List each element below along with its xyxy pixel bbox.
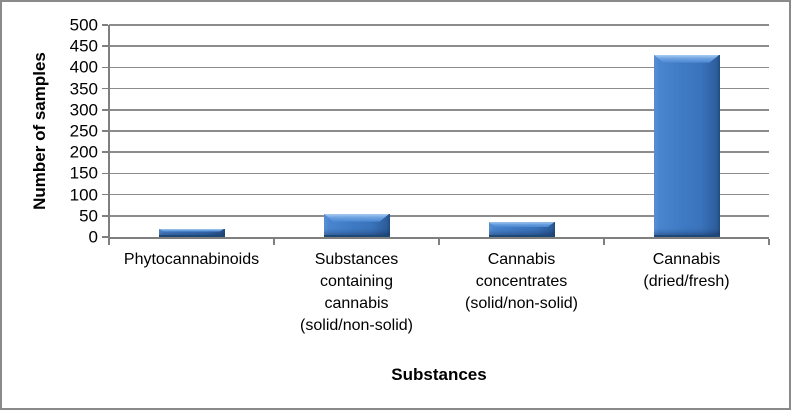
bar-2 — [323, 213, 390, 237]
gridline — [109, 45, 769, 47]
gridline — [109, 24, 769, 26]
y-axis-tick — [102, 151, 108, 153]
category-label-line: Cannabis — [652, 251, 721, 268]
category-label-line: (solid/non-solid) — [465, 295, 578, 312]
y-axis-tick — [102, 24, 108, 26]
gridline — [109, 66, 769, 69]
category-label-line: (dried/fresh) — [643, 273, 730, 290]
bar-top-bevel — [489, 222, 555, 227]
y-axis-tick — [102, 215, 108, 217]
category-label: Phytocannabinoids — [102, 249, 282, 271]
category-label: Cannabis (dried/fresh) — [597, 249, 777, 293]
category-label-line: concentrates — [475, 273, 568, 290]
gridline — [109, 172, 769, 175]
gridline — [109, 215, 769, 217]
y-tick-label: 100 — [69, 185, 98, 205]
y-axis-tick — [102, 236, 108, 238]
gridline — [109, 109, 769, 111]
category-label: Cannabis concentrates (solid/non-solid) — [432, 249, 612, 315]
category-label-line: containing — [320, 273, 393, 290]
y-axis-tick — [102, 172, 108, 175]
y-axis-tick — [102, 66, 108, 69]
y-axis-tick — [102, 87, 108, 90]
bar-1 — [158, 228, 225, 237]
y-axis-tick — [102, 45, 108, 47]
y-axis-tick — [102, 130, 108, 132]
y-tick-label: 250 — [69, 121, 98, 141]
y-tick-label: 150 — [69, 163, 98, 183]
x-axis-tick — [768, 239, 770, 245]
x-axis-title: Substances — [391, 365, 487, 384]
x-axis-tick — [438, 239, 440, 245]
category-label-line: Cannabis — [487, 251, 556, 268]
category-label: Substances containing cannabis (solid/non-s… — [267, 249, 447, 337]
y-axis-tick — [102, 109, 108, 111]
x-axis-line — [109, 237, 769, 239]
bar-4 — [653, 54, 720, 237]
gridline — [109, 151, 769, 153]
category-label-line: cannabis — [324, 295, 389, 312]
category-label-line: Phytocannabinoids — [123, 251, 260, 268]
x-axis-tick — [603, 239, 605, 245]
bar-3 — [488, 222, 555, 237]
y-tick-label: 50 — [79, 206, 98, 226]
gridline — [109, 193, 769, 196]
category-label-line: (solid/non-solid) — [300, 317, 413, 334]
y-tick-label: 300 — [69, 100, 98, 120]
bar-top-bevel — [324, 214, 390, 222]
category-label-line: Substances — [314, 251, 399, 268]
x-axis-tick — [108, 239, 110, 245]
y-axis-line — [108, 25, 110, 239]
gridline — [109, 130, 769, 132]
y-tick-label: 500 — [69, 15, 98, 35]
y-tick-label: 350 — [69, 79, 98, 99]
x-axis-tick — [273, 239, 275, 245]
bar-top-bevel — [654, 55, 720, 63]
y-tick-label: 450 — [69, 36, 98, 56]
y-tick-label: 0 — [88, 227, 98, 247]
y-axis-tick — [102, 193, 108, 196]
y-tick-label: 200 — [69, 142, 98, 162]
gridline — [109, 87, 769, 90]
bar-top-bevel — [159, 229, 225, 232]
y-tick-label: 400 — [69, 57, 98, 77]
